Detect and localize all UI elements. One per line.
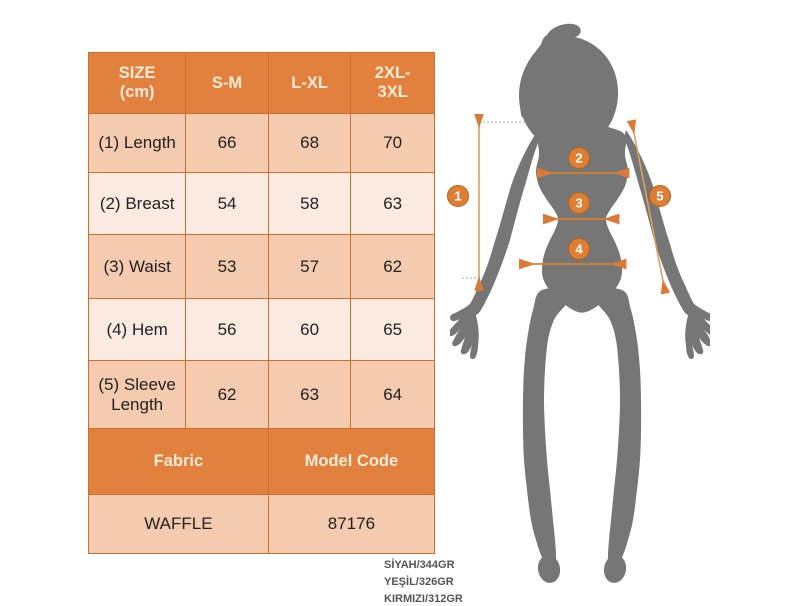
svg-text:1: 1 [454, 189, 461, 204]
svg-text:5: 5 [656, 189, 663, 204]
svg-text:3: 3 [575, 196, 582, 211]
svg-text:2: 2 [575, 151, 582, 166]
svg-text:4: 4 [575, 242, 583, 257]
